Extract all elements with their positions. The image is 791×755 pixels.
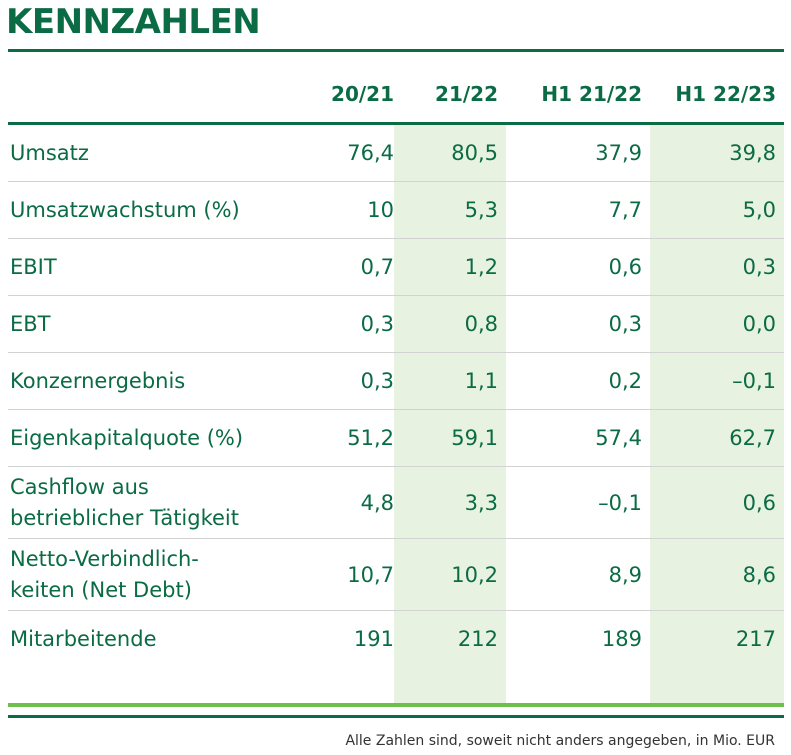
value-cell: 0,6 (608, 255, 642, 279)
row-label: Netto-Verbindlich-keiten (Net Debt) (10, 546, 199, 602)
header-cell-h1-21-22: H1 21/22 (541, 82, 642, 106)
table-row: EBIT 0,7 1,2 0,6 0,3 (8, 239, 784, 296)
row-label: Umsatz (10, 140, 89, 165)
value-cell: 189 (601, 627, 642, 651)
table-row: Eigenkapitalquote (%) 51,2 59,1 57,4 62,7 (8, 410, 784, 467)
value-cell: 57,4 (595, 426, 642, 450)
value-cell: 191 (353, 627, 394, 651)
table-row: Mitarbeitende 191 212 189 217 (8, 611, 784, 668)
value-cell: 10,7 (347, 562, 394, 587)
bottom-divider (8, 715, 784, 718)
value-cell: 0,3 (360, 312, 394, 336)
header-cell-20-21: 20/21 (331, 82, 394, 106)
key-figures-table: 20/21 21/22 H1 21/22 H1 22/23 Umsatz 76,4… (8, 66, 784, 667)
value-cell: 7,7 (608, 198, 642, 222)
value-cell: 0,8 (464, 312, 498, 336)
row-label: Mitarbeitende (10, 626, 157, 651)
title-divider (8, 49, 784, 52)
table-row: Netto-Verbindlich-keiten (Net Debt) 10,7 1… (8, 539, 784, 611)
row-label: Umsatzwachstum (%) (10, 197, 240, 222)
value-cell: 39,8 (729, 141, 776, 165)
table-row: Konzernergebnis 0,3 1,1 0,2 –0,1 (8, 353, 784, 410)
column-highlight-h1-22-23 (650, 125, 784, 703)
value-cell: 76,4 (347, 141, 394, 165)
table-row: Umsatz 76,4 80,5 37,9 39,8 (8, 124, 784, 182)
value-cell: 0,0 (742, 312, 776, 336)
row-label: Konzernergebnis (10, 368, 186, 393)
value-cell: 217 (735, 627, 776, 651)
row-label: EBIT (10, 254, 57, 279)
value-cell: 0,2 (608, 369, 642, 393)
value-cell: –0,1 (598, 490, 642, 515)
value-cell: 0,3 (360, 369, 394, 393)
value-cell: 0,3 (608, 312, 642, 336)
table-row: Cashflow aus betrieblicher Tätigkeit 4,8 3,… (8, 467, 784, 539)
bottom-accent-line (8, 703, 784, 707)
header-cell-label (8, 66, 318, 124)
value-cell: 5,3 (464, 198, 498, 222)
table-row: Umsatzwachstum (%) 10 5,3 7,7 5,0 (8, 182, 784, 239)
page-title: KENNZAHLEN (6, 2, 261, 42)
row-label: Cashflow aus betrieblicher Tätigkeit (10, 474, 240, 530)
value-cell: 10 (367, 198, 394, 222)
value-cell: 37,9 (595, 141, 642, 165)
value-cell: 0,3 (742, 255, 776, 279)
value-cell: 80,5 (451, 141, 498, 165)
value-cell: 4,8 (360, 490, 394, 515)
value-cell: 62,7 (729, 426, 776, 450)
row-label: EBT (10, 311, 51, 336)
value-cell: 10,2 (451, 562, 498, 587)
column-highlight-21-22 (394, 125, 506, 703)
value-cell: 59,1 (451, 426, 498, 450)
value-cell: 212 (457, 627, 498, 651)
value-cell: 5,0 (742, 198, 776, 222)
footnote: Alle Zahlen sind, soweit nicht anders an… (345, 733, 775, 749)
value-cell: 1,1 (464, 369, 498, 393)
value-cell: 8,9 (608, 562, 642, 587)
header-cell-h1-22-23: H1 22/23 (675, 82, 776, 106)
row-label: Eigenkapitalquote (%) (10, 425, 244, 450)
value-cell: 0,6 (742, 490, 776, 515)
header-row: 20/21 21/22 H1 21/22 H1 22/23 (8, 66, 784, 124)
header-cell-21-22: 21/22 (435, 82, 498, 106)
value-cell: –0,1 (732, 369, 776, 393)
value-cell: 8,6 (742, 562, 776, 587)
value-cell: 0,7 (360, 255, 394, 279)
value-cell: 51,2 (347, 426, 394, 450)
value-cell: 1,2 (464, 255, 498, 279)
table-row: EBT 0,3 0,8 0,3 0,0 (8, 296, 784, 353)
value-cell: 3,3 (464, 490, 498, 515)
